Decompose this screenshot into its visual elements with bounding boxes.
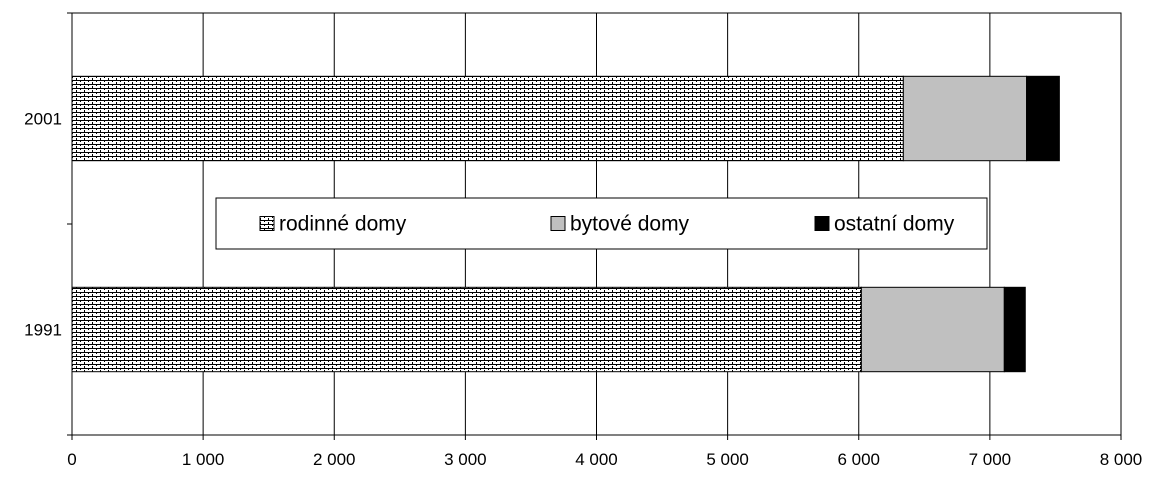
x-tick-label: 0 (67, 450, 76, 469)
legend-label: rodinné domy (279, 213, 407, 236)
legend-swatch (550, 216, 566, 231)
x-tick-label: 5 000 (706, 450, 749, 469)
x-tick-label: 3 000 (444, 450, 487, 469)
x-tick-label: 6 000 (837, 450, 880, 469)
bar-segment (860, 286, 1005, 373)
x-tick-label: 4 000 (575, 450, 618, 469)
bars (71, 75, 1060, 373)
bar-segment (71, 75, 904, 162)
legend-box (215, 197, 988, 250)
x-tick-label: 7 000 (969, 450, 1012, 469)
y-tick-label: 2001 (24, 110, 62, 129)
legend: rodinné domy bytové domy ostatní domy (215, 197, 988, 250)
bar-segment (902, 75, 1028, 162)
axes: 1991 2001 0 1 000 2 000 3 000 4 000 5 000 6 000 7… (24, 12, 1143, 469)
legend-swatch (259, 216, 275, 231)
x-tick-label: 8 000 (1100, 450, 1143, 469)
bar-segment (1026, 75, 1060, 162)
x-tick-label: 1 000 (182, 450, 225, 469)
bar-segment (1003, 286, 1026, 373)
legend-swatch (814, 216, 830, 231)
x-tick-label: 2 000 (313, 450, 356, 469)
legend-label: bytové domy (570, 213, 690, 236)
y-tick-label: 1991 (24, 321, 62, 340)
bar-segment (71, 286, 862, 373)
legend-label: ostatní domy (834, 213, 955, 236)
